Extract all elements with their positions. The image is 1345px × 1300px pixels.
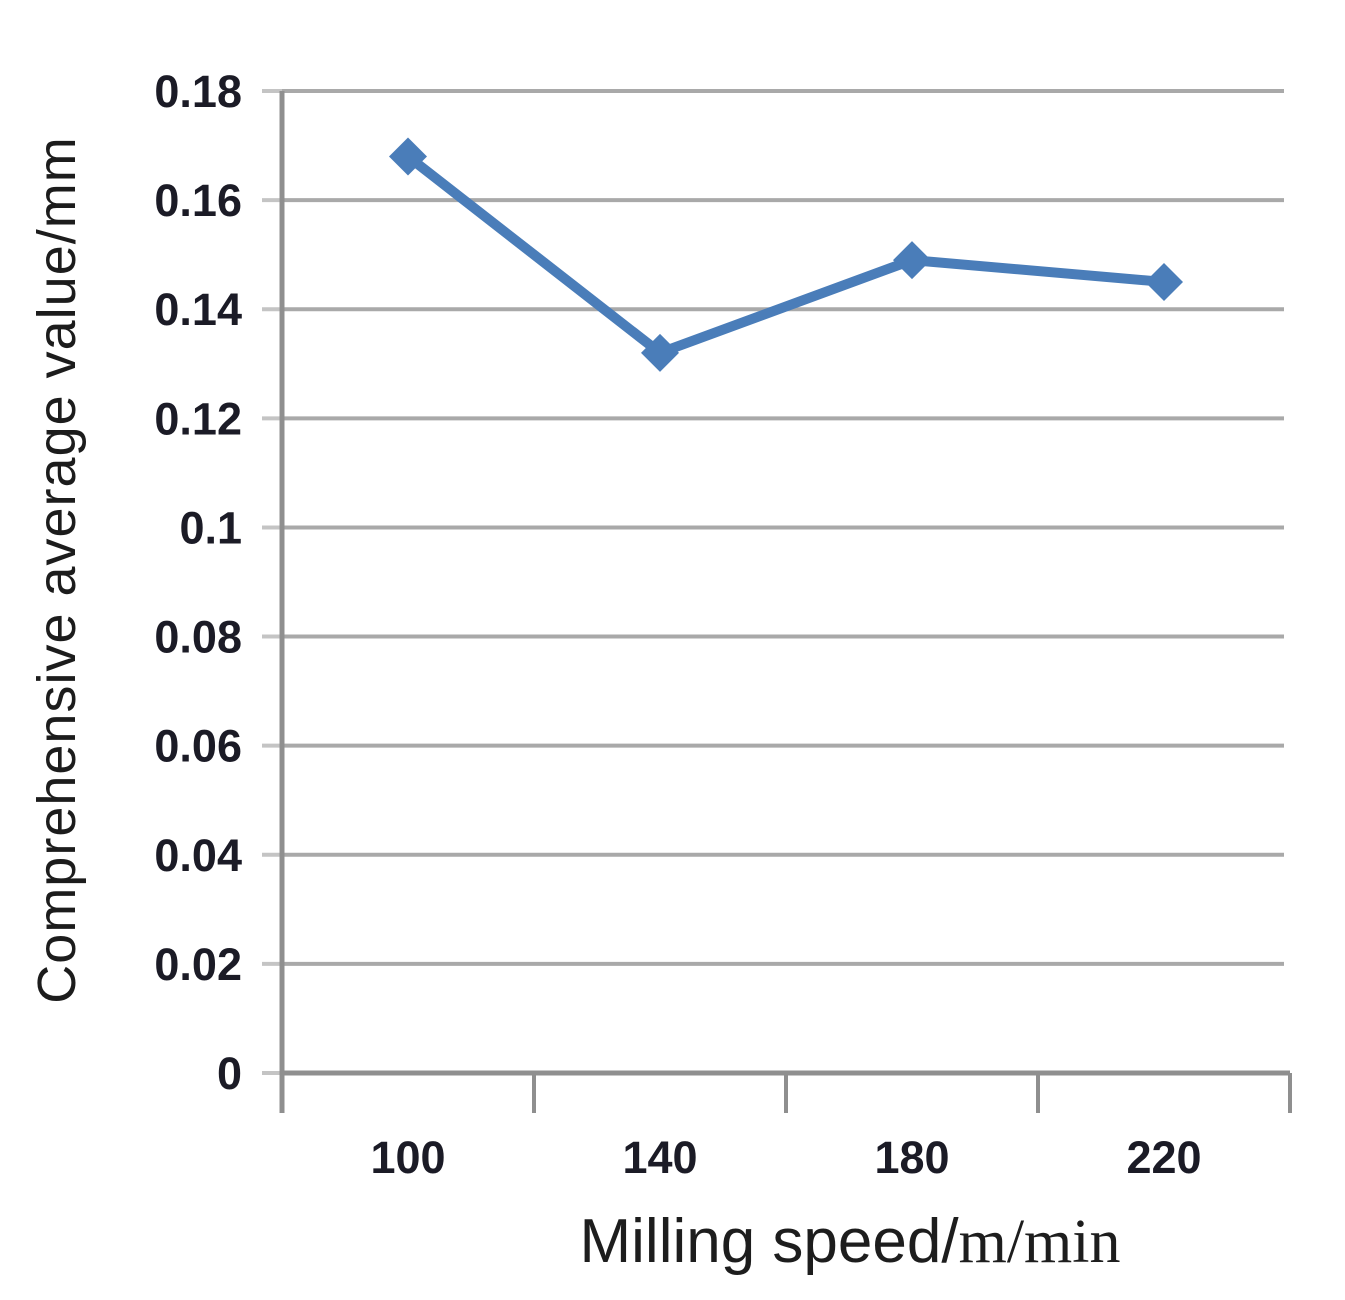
x-axis-title-sans: Milling speed/ xyxy=(579,1207,959,1276)
y-tick-label: 0.02 xyxy=(154,939,242,990)
y-tick-label: 0.06 xyxy=(154,721,242,772)
series-line xyxy=(403,151,1169,358)
data-point-marker xyxy=(641,333,679,372)
x-axis-title-serif: m/min xyxy=(958,1208,1121,1276)
x-tick-label: 140 xyxy=(622,1132,697,1183)
x-tick-label: 220 xyxy=(1126,1132,1201,1183)
y-tick-label: 0.04 xyxy=(154,830,242,881)
x-tick-label: 100 xyxy=(370,1132,445,1183)
x-tick-label: 180 xyxy=(874,1132,949,1183)
x-axis-title: Milling speed/m/min xyxy=(580,1206,1121,1278)
y-tick-label: 0.18 xyxy=(154,66,242,117)
y-tick-label: 0.16 xyxy=(154,175,242,226)
y-tick-label: 0.1 xyxy=(179,502,242,553)
y-tick-label: 0.08 xyxy=(154,612,242,663)
y-tick-label: 0.12 xyxy=(154,393,242,444)
data-point-marker xyxy=(389,137,427,176)
y-axis-title: Comprehensive average value/mm xyxy=(27,136,87,1004)
data-point-marker xyxy=(1145,262,1183,301)
y-tick-label: 0 xyxy=(217,1048,242,1099)
y-tick-label: 0.14 xyxy=(154,284,242,335)
data-point-marker xyxy=(893,241,931,280)
